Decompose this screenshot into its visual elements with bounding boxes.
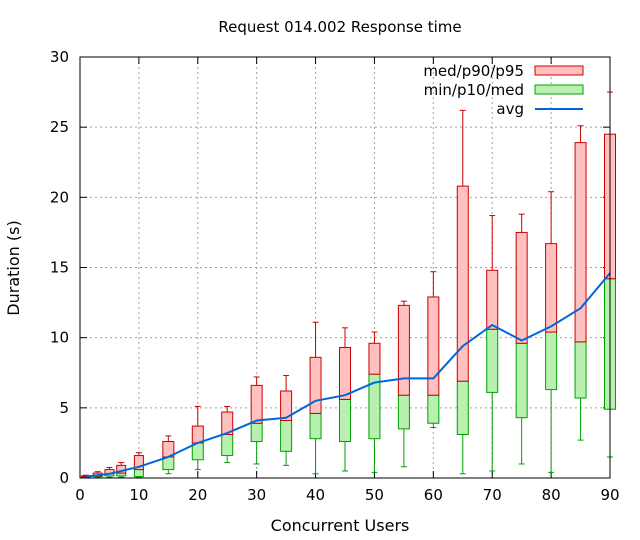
lower-box [280,419,293,452]
x-axis-title: Concurrent Users [271,516,410,535]
lower-box [515,342,528,419]
upper-box [133,455,144,471]
x-tick-label: 30 [247,486,266,504]
x-tick-label: 20 [188,486,207,504]
upper-box [280,390,293,421]
lower-box [456,380,469,435]
box-group [280,375,293,466]
upper-box [221,411,234,435]
y-tick-label: 25 [50,118,69,136]
upper-box [515,231,528,344]
box-series [80,91,616,478]
plot-frame [79,56,611,479]
upper-box [250,384,263,424]
upper-box [191,425,204,444]
box-group [427,271,440,428]
y-tick-label: 5 [59,399,69,417]
box-group [456,109,469,475]
lower-box [486,328,499,393]
upper-box [456,185,469,382]
upper-box [368,342,381,375]
legend-upper-swatch [534,65,584,76]
upper-box [574,142,587,343]
x-tick-label: 40 [306,486,325,504]
box-group [545,191,558,473]
box-group [368,331,381,473]
upper-box [545,243,558,333]
box-group [221,405,234,464]
lower-box [133,469,144,478]
legend: med/p90/p95 min/p10/med avg [423,62,584,118]
lower-box [427,394,440,424]
legend-lower-swatch [534,84,584,95]
x-tick-label: 70 [483,486,502,504]
x-tick-label: 80 [542,486,561,504]
legend-upper-label: med/p90/p95 [423,62,524,80]
upper-box [427,296,440,396]
chart-title: Request 014.002 Response time [218,18,461,36]
lower-box [397,394,410,430]
box-group [397,300,410,468]
y-tick-label: 15 [50,259,69,277]
x-tick-label: 10 [129,486,148,504]
lower-box [339,398,351,443]
axis-ticks: 0 5 10 15 20 25 30 0 10 20 30 40 50 60 70 80 90 [50,48,620,504]
x-tick-label: 0 [75,486,85,504]
y-axis-title: Duration (s) [4,220,23,315]
x-tick-label: 90 [600,486,619,504]
box-group [250,376,263,465]
box-group [515,213,528,465]
box-group [574,125,587,441]
box-group [339,327,351,472]
lower-box [545,331,558,391]
avg-line [85,272,611,478]
y-tick-label: 10 [50,329,69,347]
box-group [133,452,144,478]
box-group [486,215,499,472]
legend-avg-label: avg [496,100,524,118]
upper-box [339,346,351,400]
legend-lower-label: min/p10/med [424,81,524,99]
x-tick-label: 50 [365,486,384,504]
upper-box [309,356,322,414]
y-tick-label: 0 [59,469,69,487]
x-tick-label: 60 [424,486,443,504]
lower-box [574,341,587,399]
y-tick-label: 20 [50,188,69,206]
box-group [191,405,204,471]
lower-box [309,412,322,440]
upper-box [397,304,410,396]
avg-series [85,272,611,478]
upper-box [486,269,499,330]
lower-box [221,433,234,457]
lower-box [250,422,263,443]
box-group [309,321,322,475]
y-tick-label: 30 [50,48,69,66]
